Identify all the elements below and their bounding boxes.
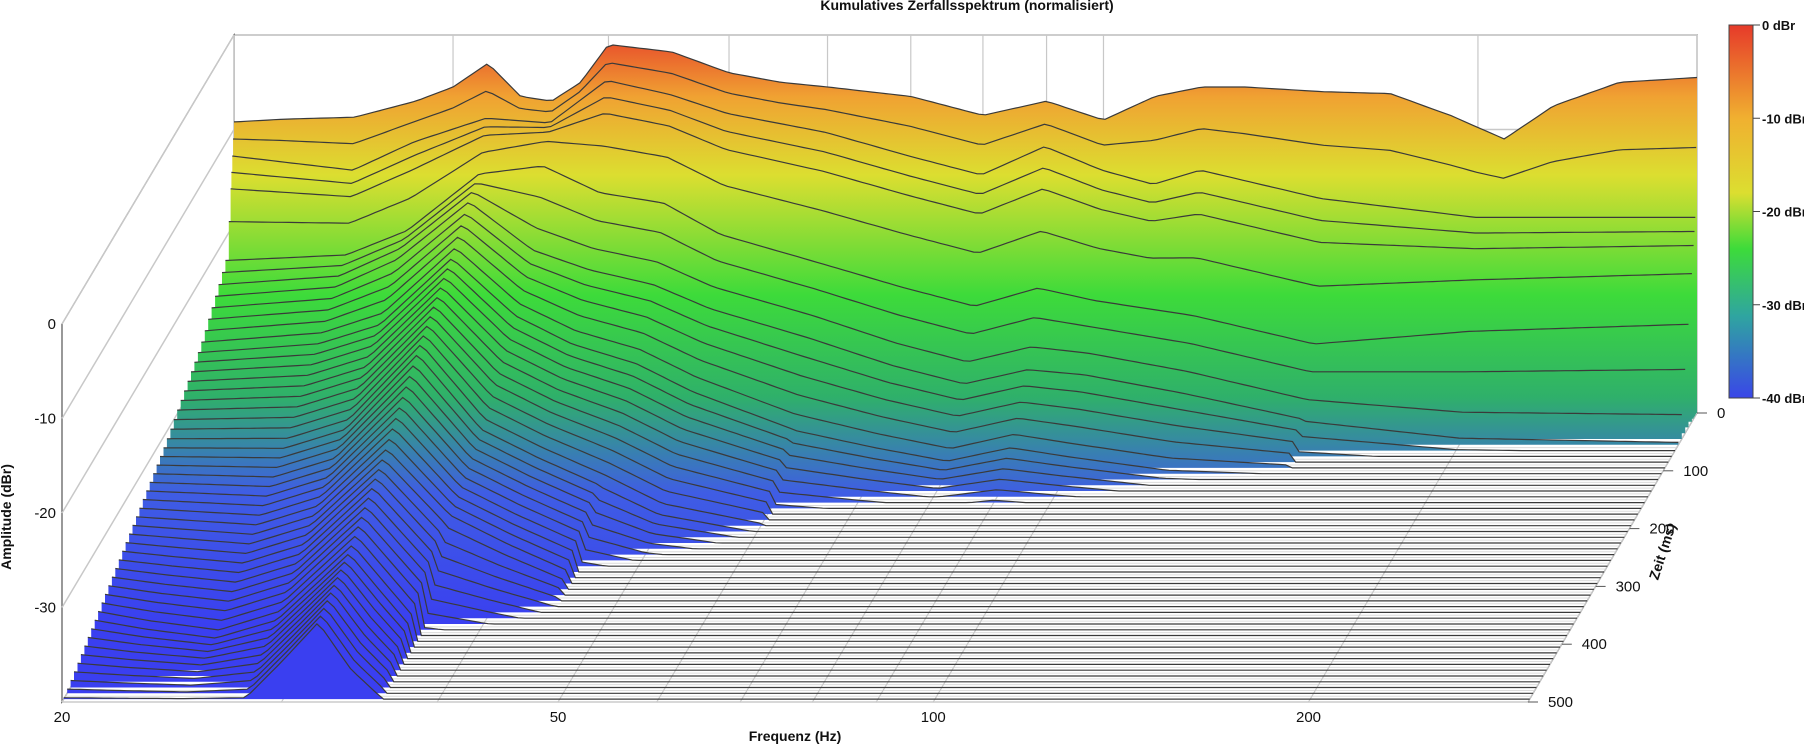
decay-slice-outline [149, 396, 1615, 556]
side-wall-gridline [61, 223, 235, 514]
decay-slice-outline [73, 599, 1540, 683]
decay-slice-outline [166, 344, 1632, 527]
colorbar-label: -10 dBr [1762, 111, 1804, 126]
decay-slice-outline [156, 375, 1621, 544]
y-tick-label: -20 [34, 505, 56, 522]
z-tick-label: 200 [1649, 521, 1674, 538]
decay-slice-outline [115, 497, 1581, 614]
decay-slice-outline [129, 459, 1594, 590]
decay-slice-outline [108, 516, 1574, 625]
colorbar-label: -20 dBr [1762, 205, 1804, 220]
decay-slice-outline [225, 165, 1689, 345]
decay-slice-outline [180, 306, 1645, 504]
decay-slice-outline [111, 507, 1577, 619]
z-tick-label: 300 [1616, 578, 1641, 595]
decay-slice-outline [122, 478, 1588, 602]
decay-slice-outline [233, 62, 1697, 179]
decay-slice [132, 450, 1598, 584]
decay-slice-outline [101, 535, 1567, 637]
colorbar-label: -30 dBr [1762, 298, 1804, 313]
decay-slice-outline [63, 623, 1530, 700]
z-tick-label: 500 [1548, 694, 1573, 711]
axis-ticks: 20 50 100 200 0 -10 -20 -30 0 100 200 300 400 500 [34, 316, 1725, 726]
decay-slice [125, 469, 1591, 596]
decay-slice [91, 562, 1557, 653]
y-axis-label: Amplitude (dBr) [0, 464, 14, 570]
decay-slice [129, 460, 1594, 590]
decay-slice [87, 570, 1554, 659]
decay-slice-outline [218, 192, 1682, 416]
decay-slice-outline [228, 140, 1692, 287]
freq-gridline [1527, 412, 1698, 703]
decay-slice-outline [77, 592, 1544, 677]
decay-slice-outline [194, 268, 1659, 481]
decay-slice-outline [173, 325, 1638, 515]
x-axis-label: Frequenz (Hz) [749, 728, 842, 744]
decay-slice-outline [94, 553, 1561, 648]
decay-slice-outline [190, 277, 1655, 486]
x-tick-label: 50 [550, 709, 567, 726]
decay-slice [84, 577, 1550, 665]
decay-slice [80, 585, 1547, 671]
chart-title: Kumulatives Zerfallsspektrum (normalisie… [820, 0, 1113, 13]
decay-slice-outline [132, 449, 1598, 585]
side-wall-gridline [61, 34, 235, 325]
decay-slice-outline [232, 80, 1696, 218]
x-tick-label: 100 [921, 709, 946, 726]
colorbar-label: 0 dBr [1762, 18, 1795, 33]
x-tick-label: 20 [54, 709, 71, 726]
decay-slice-outline [139, 428, 1605, 573]
decay-slice-outline [87, 569, 1554, 660]
decay-slice-outline [233, 44, 1698, 140]
decay-slice-outline [135, 438, 1601, 579]
x-tick-label: 200 [1296, 709, 1321, 726]
colorbar: 0 dBr -10 dBr -20 dBr -30 dBr -40 dBr [1728, 18, 1804, 406]
decay-slice-outline [197, 258, 1662, 475]
decay-slice-outline [184, 296, 1648, 498]
decay-slice-outline [221, 183, 1686, 373]
decay-slice-outline [80, 584, 1547, 671]
decay-slice-outline [70, 607, 1537, 689]
decay-slice-outline [177, 316, 1642, 509]
decay-slice-outline [67, 615, 1534, 694]
colorbar-label: -40 dBr [1762, 391, 1804, 406]
decay-slice-outline [118, 487, 1584, 608]
side-wall-gridline [61, 129, 235, 419]
decay-slice-outline [187, 287, 1652, 492]
decay-slice-outline [170, 335, 1635, 521]
decay-slice-outline [142, 417, 1608, 567]
y-tick-label: -10 [34, 411, 56, 428]
decay-slice-outline [125, 468, 1591, 596]
decay-slice-outline [159, 365, 1625, 538]
colorbar-gradient [1728, 24, 1754, 399]
decay-slice-outline [215, 202, 1679, 443]
decay-slice-outline [153, 386, 1618, 550]
decay-slice-outline [201, 248, 1665, 469]
decay-slice-outline [208, 225, 1672, 457]
decay-slice-outline [97, 545, 1564, 642]
y-tick-label: -30 [34, 600, 56, 617]
decay-slice-outline [146, 407, 1611, 562]
decay-slice-outline [204, 236, 1669, 463]
decay-slice-outline [230, 113, 1694, 250]
z-tick-label: 400 [1582, 636, 1607, 653]
z-tick-label: 0 [1717, 405, 1725, 422]
decay-slice-outline [91, 561, 1557, 654]
y-tick-label: 0 [48, 316, 56, 333]
decay-slice-outline [104, 526, 1571, 631]
decay-slice-outline [84, 576, 1550, 666]
decay-slice-outline [211, 213, 1675, 452]
z-tick-label: 100 [1683, 463, 1708, 480]
freq-gridline [1307, 412, 1479, 703]
decay-slice-outline [231, 97, 1695, 234]
decay-slice-outline [163, 354, 1628, 533]
decay-surfaces [63, 44, 1698, 700]
